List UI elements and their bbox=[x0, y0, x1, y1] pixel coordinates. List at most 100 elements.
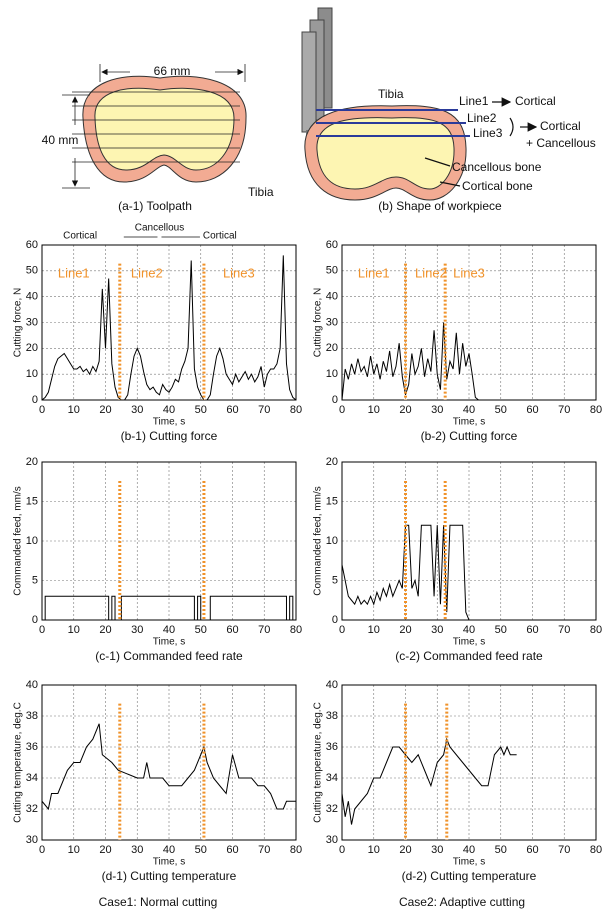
x-tick-label: 70 bbox=[558, 624, 570, 636]
x-tick-label: 10 bbox=[68, 624, 80, 636]
plot-area bbox=[342, 462, 596, 620]
annotation: Line3 bbox=[223, 265, 255, 280]
data-line bbox=[341, 524, 476, 621]
x-tick-label: 10 bbox=[368, 404, 380, 416]
y-tick-label: 20 bbox=[326, 342, 338, 354]
data-line bbox=[44, 595, 294, 621]
caption: (c-2) Commanded feed rate bbox=[395, 649, 543, 663]
y-tick-label: 32 bbox=[326, 803, 338, 815]
y-tick-label: 50 bbox=[26, 265, 38, 277]
width-label: 66 mm bbox=[154, 64, 191, 78]
x-tick-label: 70 bbox=[558, 404, 570, 416]
x-tick-label: 30 bbox=[131, 844, 143, 856]
line-note: Cortical bbox=[540, 119, 581, 133]
x-tick-label: 70 bbox=[258, 624, 270, 636]
y-tick-label: 20 bbox=[26, 456, 38, 468]
x-tick-label: 40 bbox=[163, 844, 175, 856]
annotation: Line1 bbox=[358, 265, 390, 280]
y-tick-label: 5 bbox=[332, 574, 338, 586]
data-line bbox=[41, 723, 296, 811]
x-axis-label: Time, s bbox=[153, 417, 185, 428]
x-tick-label: 50 bbox=[195, 624, 207, 636]
x-tick-label: 80 bbox=[290, 404, 302, 416]
data-line bbox=[341, 322, 479, 401]
x-tick-label: 20 bbox=[399, 844, 411, 856]
region-label: Cortical bbox=[203, 231, 237, 242]
y-tick-label: 30 bbox=[326, 316, 338, 328]
y-tick-label: 60 bbox=[26, 239, 38, 251]
y-tick-label: 40 bbox=[326, 291, 338, 303]
y-axis-label: Commanded feed, mm/s bbox=[313, 486, 324, 596]
x-tick-label: 50 bbox=[495, 624, 507, 636]
x-tick-label: 40 bbox=[163, 404, 175, 416]
x-tick-label: 30 bbox=[431, 404, 443, 416]
x-tick-label: 40 bbox=[463, 624, 475, 636]
x-tick-label: 80 bbox=[290, 844, 302, 856]
x-tick-label: 20 bbox=[99, 404, 111, 416]
cortical-label: Cortical bone bbox=[462, 179, 533, 193]
x-tick-label: 50 bbox=[495, 404, 507, 416]
toolpath-diagram: 66 mm 40 mm Tibia (a-1) Toolpath bbox=[42, 64, 274, 213]
y-tick-label: 40 bbox=[326, 679, 338, 691]
line-label: Line3 bbox=[473, 126, 503, 140]
case-label: Case1: Normal cutting bbox=[99, 895, 218, 909]
caption: (a-1) Toolpath bbox=[118, 199, 192, 213]
caption: (d-2) Cutting temperature bbox=[402, 869, 537, 883]
x-tick-label: 60 bbox=[526, 404, 538, 416]
x-tick-label: 80 bbox=[590, 404, 602, 416]
x-tick-label: 30 bbox=[431, 624, 443, 636]
plot-frame bbox=[41, 461, 297, 621]
line-note: Cortical bbox=[515, 94, 556, 108]
y-tick-label: 10 bbox=[26, 368, 38, 380]
y-tick-label: 0 bbox=[332, 614, 338, 626]
x-tick-label: 20 bbox=[99, 624, 111, 636]
line-note: + Cancellous bbox=[526, 136, 596, 150]
y-tick-label: 10 bbox=[326, 368, 338, 380]
caption: (d-1) Cutting temperature bbox=[102, 869, 237, 883]
y-tick-label: 30 bbox=[26, 316, 38, 328]
y-axis-label: Cutting force, N bbox=[13, 288, 24, 357]
x-tick-label: 30 bbox=[131, 624, 143, 636]
plot-frame bbox=[41, 684, 297, 841]
x-tick-label: 50 bbox=[495, 844, 507, 856]
y-tick-label: 5 bbox=[32, 574, 38, 586]
y-tick-label: 38 bbox=[26, 710, 38, 722]
x-tick-label: 80 bbox=[590, 844, 602, 856]
x-tick-label: 70 bbox=[258, 404, 270, 416]
x-tick-label: 60 bbox=[526, 624, 538, 636]
y-tick-label: 30 bbox=[326, 834, 338, 846]
annotation: Line1 bbox=[58, 265, 90, 280]
x-tick-label: 70 bbox=[258, 844, 270, 856]
x-tick-label: 60 bbox=[226, 624, 238, 636]
y-tick-label: 50 bbox=[326, 265, 338, 277]
x-tick-label: 60 bbox=[226, 844, 238, 856]
y-tick-label: 30 bbox=[26, 834, 38, 846]
x-tick-label: 40 bbox=[163, 624, 175, 636]
y-tick-label: 40 bbox=[26, 679, 38, 691]
x-axis-label: Time, s bbox=[153, 637, 185, 648]
height-label: 40 mm bbox=[42, 133, 79, 147]
x-tick-label: 10 bbox=[68, 404, 80, 416]
x-tick-label: 20 bbox=[99, 844, 111, 856]
caption: (b-2) Cutting force bbox=[421, 429, 518, 443]
y-tick-label: 32 bbox=[26, 803, 38, 815]
region-label: Cancellous bbox=[135, 223, 184, 234]
x-tick-label: 0 bbox=[339, 844, 345, 856]
bone-label: Tibia bbox=[248, 185, 274, 199]
y-tick-label: 40 bbox=[26, 291, 38, 303]
y-tick-label: 0 bbox=[32, 394, 38, 406]
x-tick-label: 60 bbox=[226, 404, 238, 416]
x-axis-label: Time, s bbox=[153, 857, 185, 868]
line-label: Line1 bbox=[459, 94, 489, 108]
annotation: Line2 bbox=[131, 265, 163, 280]
line-label: Line2 bbox=[467, 111, 497, 125]
y-tick-label: 60 bbox=[326, 239, 338, 251]
y-tick-label: 10 bbox=[326, 535, 338, 547]
plot-area bbox=[42, 462, 296, 620]
x-tick-label: 30 bbox=[431, 844, 443, 856]
x-tick-label: 70 bbox=[558, 844, 570, 856]
annotation: Line2 bbox=[415, 265, 447, 280]
y-tick-label: 34 bbox=[26, 772, 38, 784]
data-line bbox=[41, 255, 297, 401]
